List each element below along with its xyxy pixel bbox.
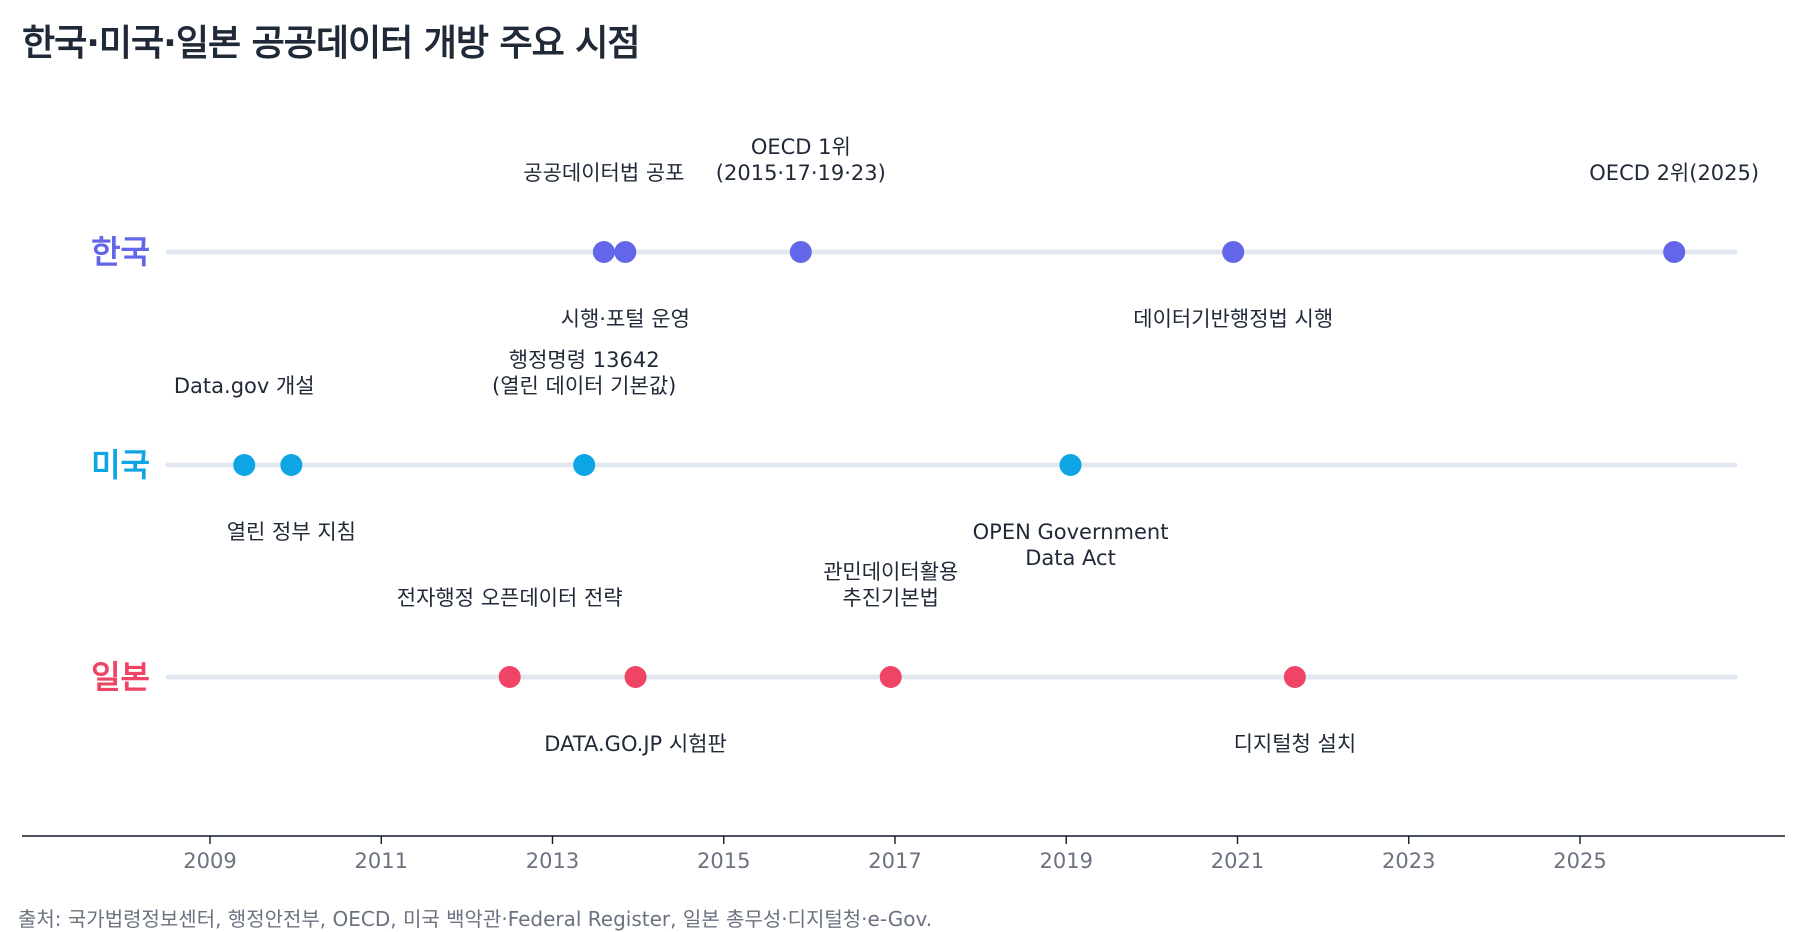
event-label: 공공데이터법 공포 [523, 161, 684, 185]
event-label: OPEN Government [973, 520, 1169, 544]
x-tick-label: 2013 [526, 849, 579, 873]
chart-title: 한국·미국·일본 공공데이터 개방 주요 시점 [22, 23, 641, 64]
event-label: Data Act [1025, 546, 1116, 570]
x-tick-label: 2011 [355, 849, 408, 873]
x-tick-label: 2025 [1553, 849, 1606, 873]
event-point [1663, 241, 1686, 263]
x-tick-label: 2021 [1211, 849, 1264, 873]
event-label: 추진기본법 [842, 586, 939, 610]
event-label: OECD 1위 [751, 135, 851, 159]
event-label: 데이터기반행정법 시행 [1133, 307, 1333, 331]
series-label: 한국 [91, 233, 150, 271]
source-note: 출처: 국가법령정보센터, 행정안전부, OECD, 미국 백악관·Federa… [18, 907, 933, 931]
x-tick-label: 2019 [1040, 849, 1093, 873]
event-label: (열린 데이터 기본값) [492, 374, 676, 398]
series-row: 일본 전자행정 오픈데이터 전략 DATA.GO.JP 시험판 관민데이터활용추진기본… [91, 560, 1738, 756]
series-label: 미국 [91, 446, 150, 484]
event-point [1059, 454, 1082, 476]
event-label: 전자행정 오픈데이터 전략 [397, 586, 623, 610]
event-point [233, 454, 256, 476]
event-label: 관민데이터활용 [823, 560, 958, 584]
event-point [789, 241, 812, 263]
event-point [573, 454, 596, 476]
event-point [1283, 666, 1306, 688]
event-label: 행정명령 13642 [509, 348, 660, 372]
x-tick-label: 2015 [697, 849, 750, 873]
event-label: (2015·17·19·23) [716, 161, 886, 185]
event-label: 시행·포털 운영 [561, 307, 690, 331]
event-point [592, 241, 615, 263]
event-label: Data.gov 개설 [174, 374, 315, 398]
event-point [624, 666, 647, 688]
event-label: OECD 2위(2025) [1589, 161, 1759, 185]
event-label: 열린 정부 지침 [227, 520, 356, 544]
event-label: 디지털청 설치 [1234, 732, 1357, 756]
x-axis: 2009 2011 2013 2015 2017 2019 2021 2023 2025 [22, 835, 1785, 873]
series-label: 일본 [91, 658, 150, 696]
x-tick-label: 2009 [183, 849, 236, 873]
event-point [614, 241, 637, 263]
event-point [280, 454, 303, 476]
x-tick-label: 2017 [868, 849, 921, 873]
event-point [879, 666, 902, 688]
event-point [498, 666, 521, 688]
event-label: DATA.GO.JP 시험판 [544, 732, 727, 756]
x-tick-label: 2023 [1382, 849, 1435, 873]
event-point [1222, 241, 1245, 263]
